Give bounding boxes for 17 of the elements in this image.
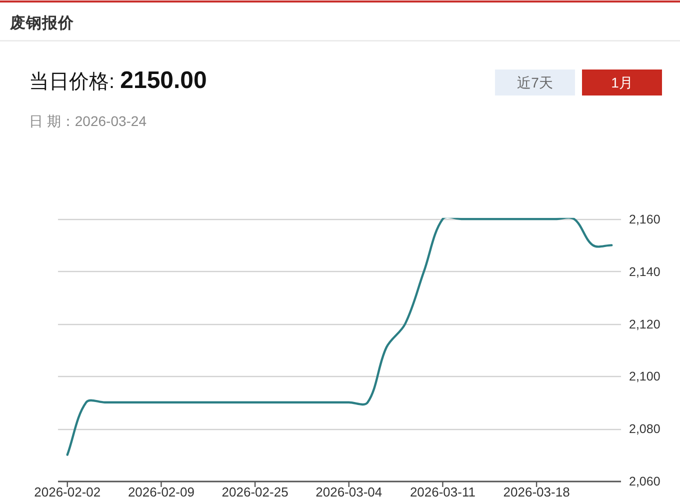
- x-tick-label: 2026-02-25: [222, 484, 288, 499]
- y-tick-label: 2,100: [629, 370, 660, 384]
- y-tick-label: 2,140: [629, 264, 660, 279]
- annotation: 日 期：2026-03-24: [29, 113, 147, 129]
- button: 1月: [582, 70, 662, 96]
- title: 废钢报价: [10, 15, 74, 32]
- x-tick-label: 2026-03-18: [503, 484, 570, 499]
- x-tick-label: 2026-02-09: [128, 484, 194, 499]
- y-tick-label: 2,080: [629, 422, 660, 436]
- x-tick-label: 2026-03-04: [316, 484, 382, 499]
- x-tick-label: 2026-03-11: [410, 484, 476, 499]
- y-tick-label: 2,160: [629, 212, 660, 226]
- subtitle: 当日价格: 2150.00: [29, 67, 207, 94]
- y-tick-label: 2,120: [629, 317, 660, 332]
- button: 近7天: [495, 70, 575, 96]
- y-tick-label: 2,060: [629, 474, 660, 488]
- x-tick-label: 2026-02-02: [34, 484, 101, 499]
